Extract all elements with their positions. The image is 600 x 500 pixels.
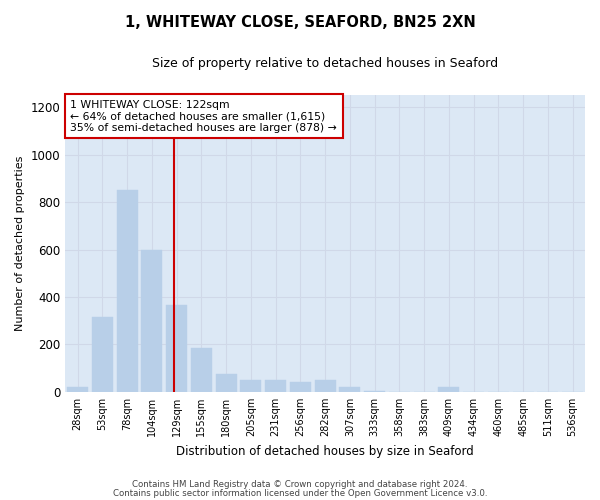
Bar [439,387,460,392]
Bar [290,382,311,392]
Bar [67,387,88,392]
Bar [241,380,262,392]
Bar [116,190,137,392]
Bar [141,250,163,392]
X-axis label: Distribution of detached houses by size in Seaford: Distribution of detached houses by size … [176,444,474,458]
Text: Contains HM Land Registry data © Crown copyright and database right 2024.: Contains HM Land Registry data © Crown c… [132,480,468,489]
Bar [364,390,385,392]
Bar [215,374,236,392]
Bar [166,306,187,392]
Text: Contains public sector information licensed under the Open Government Licence v3: Contains public sector information licen… [113,489,487,498]
Title: Size of property relative to detached houses in Seaford: Size of property relative to detached ho… [152,58,498,70]
Bar [92,317,113,392]
Text: 1 WHITEWAY CLOSE: 122sqm
← 64% of detached houses are smaller (1,615)
35% of sem: 1 WHITEWAY CLOSE: 122sqm ← 64% of detach… [70,100,337,133]
Bar [265,380,286,392]
Y-axis label: Number of detached properties: Number of detached properties [15,156,25,332]
Text: 1, WHITEWAY CLOSE, SEAFORD, BN25 2XN: 1, WHITEWAY CLOSE, SEAFORD, BN25 2XN [125,15,475,30]
Bar [314,380,335,392]
Bar [191,348,212,392]
Bar [340,387,361,392]
